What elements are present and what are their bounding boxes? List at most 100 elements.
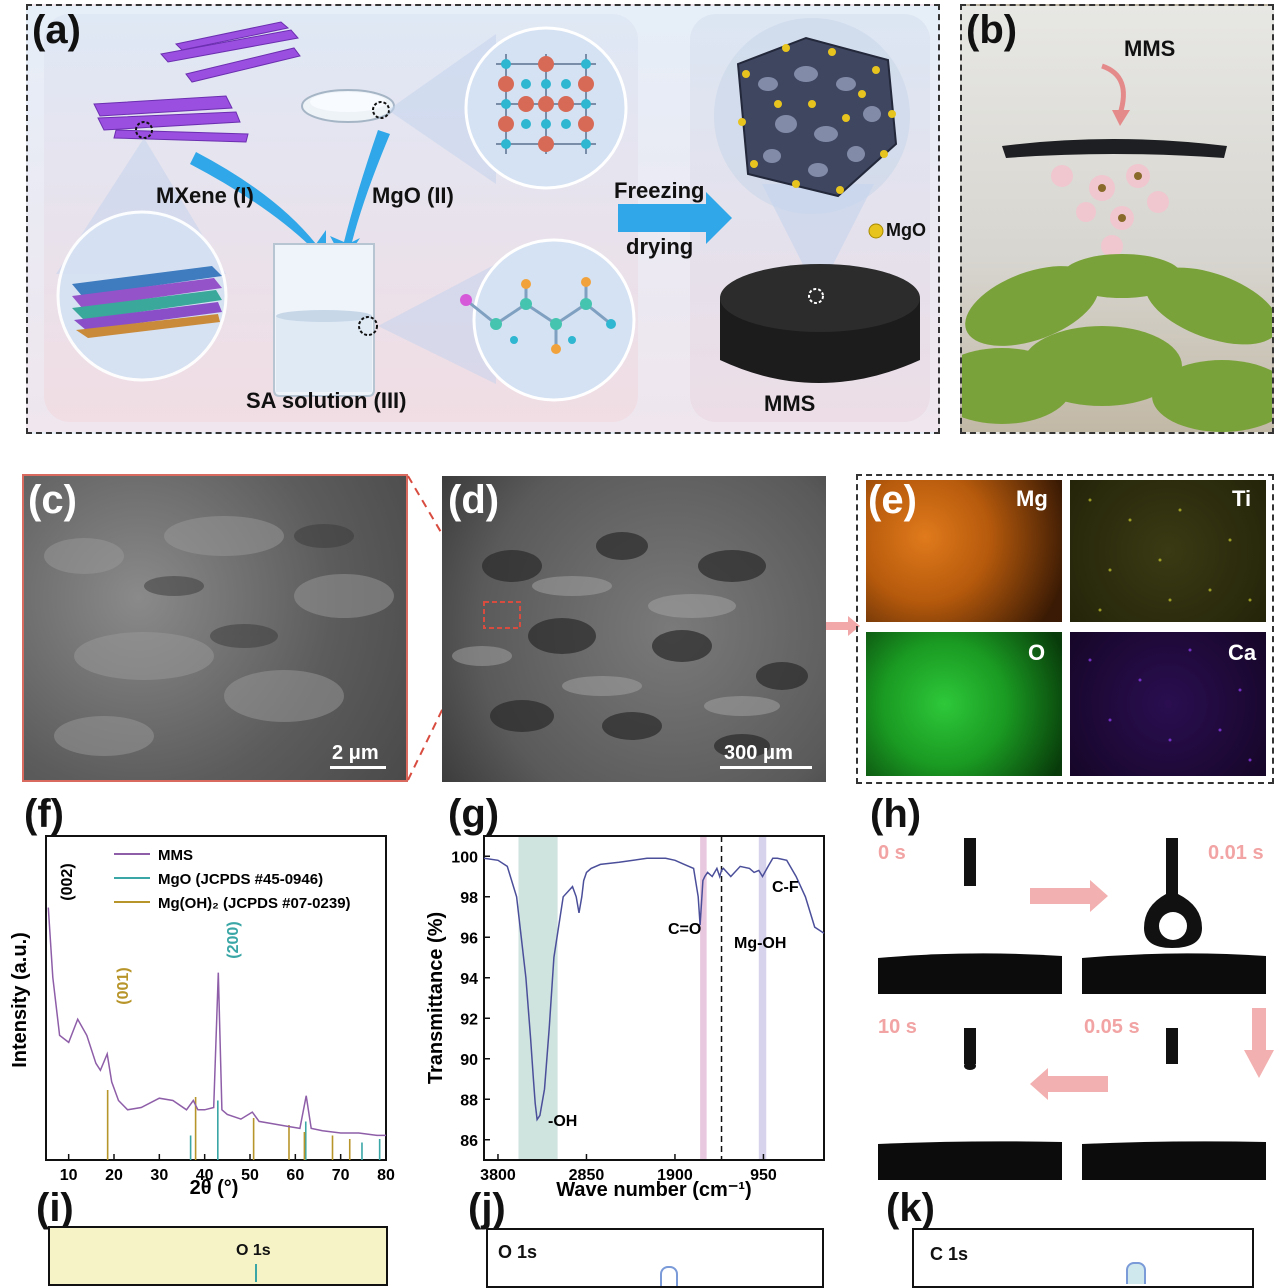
ftir-ytick-label: 88 [460, 1092, 478, 1109]
ftir-xtick-label: 3800 [480, 1167, 516, 1184]
ftir-ytick-label: 92 [460, 1011, 478, 1028]
mgo-label: MgO (II) [372, 183, 454, 208]
panel-f-label: (f) [24, 792, 64, 836]
panel-c-sem-image [22, 474, 408, 782]
sem-texture-d [452, 532, 808, 758]
xrd-ylabel: Intensity (a.u.) [9, 932, 31, 1068]
panel-b-label: (b) [966, 8, 1018, 52]
eds-label-ti: Ti [1232, 486, 1252, 511]
panel-i-peak-line [255, 1264, 257, 1282]
xrd-xtick-label: 50 [241, 1167, 259, 1184]
legend-mgo: MgO (JCPDS #45-0946) [158, 871, 323, 888]
xrd-ann-001: (001) [115, 967, 132, 1004]
ftir-ann-mgoh: Mg-OH [734, 935, 786, 952]
time-0s: 0 s [878, 842, 906, 864]
ftir-ann-co: C=O [668, 921, 701, 938]
ftir-xtick-label: 1900 [657, 1167, 693, 1184]
xrd-xtick-label: 70 [332, 1167, 350, 1184]
mgo-legend-label: MgO [886, 220, 926, 240]
ftir-xtick-label: 2850 [569, 1167, 605, 1184]
arrow-001-to-005 [1244, 1008, 1274, 1078]
eds-speckles [1088, 498, 1252, 762]
panel-a-label: (a) [32, 8, 81, 52]
time-005s: 0.05 s [1084, 1016, 1140, 1038]
panel-c-scale-bar [330, 766, 386, 769]
mms-zoom-marker [808, 288, 824, 304]
ftir-ann-cf: C-F [772, 879, 799, 896]
legend-mms: MMS [158, 847, 193, 864]
time-001s: 0.01 s [1208, 842, 1264, 864]
needle-0s [964, 838, 976, 886]
panel-a-illustration [56, 18, 920, 402]
ftir-ytick-label: 96 [460, 930, 478, 947]
mxene-flakes [93, 21, 301, 143]
ftir-band [758, 836, 767, 1160]
mxene-label: MXene (I) [156, 183, 254, 208]
xrd-ann-200: (200) [225, 921, 242, 958]
panel-i-label: (i) [36, 1186, 74, 1230]
arrow-0-to-001 [1030, 880, 1108, 912]
xrd-xtick-label: 60 [286, 1167, 304, 1184]
panel-i-plot [48, 1226, 388, 1286]
needle-10s [964, 1028, 976, 1064]
panel-d-scale-bar [720, 766, 812, 769]
eds-label-mg: Mg [1016, 486, 1048, 511]
panel-k-label: (k) [886, 1186, 935, 1230]
panel-b-photo [960, 4, 1274, 434]
arrow-d-to-e [826, 616, 860, 636]
panel-h-label: (h) [870, 792, 922, 836]
ftir-plot-frame [483, 835, 825, 1161]
eds-map-ca [1070, 632, 1266, 776]
sa-label: SA solution (III) [246, 388, 407, 413]
mms-disk [1002, 139, 1227, 158]
freezing-label: Freezing [614, 178, 705, 203]
mms-cylinder [720, 264, 920, 383]
sa-cone [378, 264, 496, 384]
droplet-sequence [878, 838, 1274, 1180]
panel-c-label: (c) [28, 478, 77, 522]
substrate-10s [878, 1141, 1062, 1180]
panel-d-label: (d) [448, 478, 500, 522]
ftir-ytick-label: 86 [460, 1133, 478, 1150]
eds-map-ti [1070, 480, 1266, 622]
substrate-0s [878, 953, 1062, 994]
xrd-ann-002: (002) [59, 863, 76, 900]
ftir-line [483, 857, 825, 1122]
eds-label-o: O [1028, 640, 1046, 665]
sa-atoms [460, 277, 616, 354]
xrd-xtick-label: 80 [377, 1167, 395, 1184]
beaker [273, 243, 375, 397]
panel-j-title: O 1s [498, 1242, 538, 1262]
sem-texture-c [44, 516, 394, 756]
xrd-xtick-label: 10 [60, 1167, 78, 1184]
ftir-xlabel: Wave number (cm⁻¹) [556, 1179, 751, 1201]
time-10s: 10 s [878, 1016, 917, 1038]
panel-k-title: C 1s [930, 1244, 969, 1264]
xrd-chart: 10 20 30 40 50 60 70 80 2θ (°) Intensity (a.u.)… [9, 835, 395, 1199]
ftir-ytick-label: 100 [451, 849, 478, 866]
mms-label-a: MMS [764, 391, 816, 416]
substrate-005s [1082, 1141, 1266, 1180]
mgo-atoms-blue [501, 59, 591, 149]
ftir-ytick-label: 90 [460, 1052, 478, 1069]
panel-d-scale-text: 300 μm [724, 742, 793, 764]
drying-label: drying [626, 234, 694, 259]
xrd-xlabel: 2θ (°) [190, 1177, 239, 1199]
ftir-xtick-label: 950 [750, 1167, 777, 1184]
substrate-001s [1082, 953, 1266, 994]
panel-d-sem-image [442, 476, 826, 782]
panel-j-label: (j) [468, 1186, 506, 1230]
mms-pointer-arrow [1101, 63, 1126, 115]
mgo-cone [388, 34, 496, 184]
mgo-arrow [330, 130, 390, 262]
xrd-xtick-label: 20 [105, 1167, 123, 1184]
xrd-mms-line [47, 907, 386, 1137]
mgo-legend-dot [868, 223, 884, 239]
panel-k-peak [1126, 1262, 1146, 1284]
xrd-plot-frame [45, 835, 387, 1161]
panel-g-label: (g) [448, 792, 500, 836]
panel-i-peak-label: O 1s [236, 1242, 271, 1259]
legend-mgoh2: Mg(OH)₂ (JCPDS #07-0239) [158, 895, 351, 912]
flowers [1051, 164, 1169, 257]
mxene-layers [72, 266, 222, 338]
